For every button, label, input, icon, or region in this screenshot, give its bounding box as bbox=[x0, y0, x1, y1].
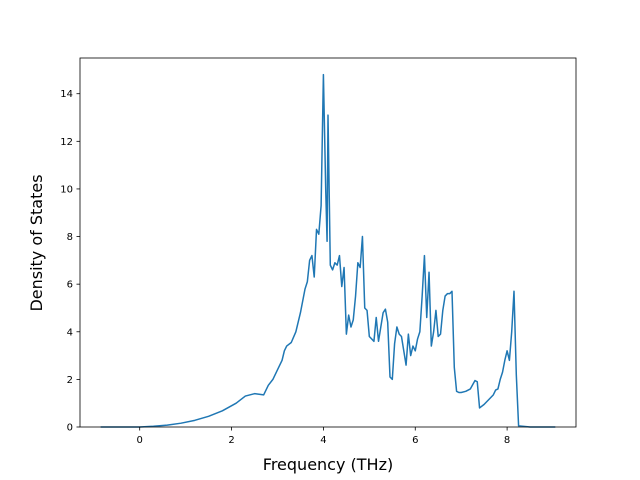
y-tick-label: 4 bbox=[67, 327, 73, 338]
series-line-0 bbox=[100, 73, 556, 428]
x-tick-label: 8 bbox=[504, 435, 510, 446]
x-tick-label: 0 bbox=[137, 435, 143, 446]
plot-area bbox=[79, 57, 577, 428]
x-tick-label: 4 bbox=[320, 435, 326, 446]
y-tick-label: 6 bbox=[67, 280, 73, 291]
y-tick-label: 8 bbox=[67, 232, 73, 243]
y-tick-label: 2 bbox=[67, 375, 73, 386]
x-axis-label: Frequency (THz) bbox=[263, 455, 393, 474]
x-axis-ticks: 0 2 4 6 8 bbox=[137, 427, 510, 446]
y-tick-label: 10 bbox=[60, 184, 73, 195]
y-tick-label: 12 bbox=[60, 137, 73, 148]
x-tick-label: 2 bbox=[228, 435, 234, 446]
y-axis-ticks: 0 2 4 6 8 10 12 14 bbox=[60, 89, 80, 434]
y-tick-label: 14 bbox=[60, 89, 73, 100]
y-axis-label: Density of States bbox=[27, 174, 46, 311]
y-tick-label: 0 bbox=[67, 423, 73, 434]
axes-frame bbox=[79, 57, 577, 428]
x-tick-label: 6 bbox=[412, 435, 418, 446]
